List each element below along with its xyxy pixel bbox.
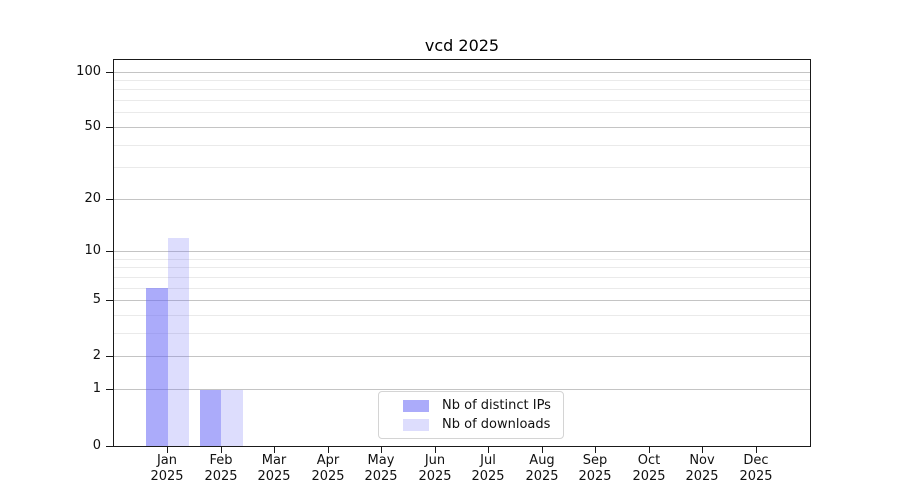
gridline-minor	[114, 259, 810, 260]
legend-item: Nb of distinct IPs	[389, 398, 551, 413]
x-tick-year: 2025	[578, 469, 612, 484]
x-tick-month: Aug	[529, 453, 555, 468]
x-tick-month: Dec	[743, 453, 769, 468]
x-tick-label: Apr 2025	[296, 453, 360, 485]
gridline-minor	[114, 145, 810, 146]
x-tick-label: Jun 2025	[403, 453, 467, 485]
x-tick-label: Oct 2025	[617, 453, 681, 485]
bar-distinct-ips	[146, 288, 168, 446]
legend-label: Nb of distinct IPs	[442, 398, 551, 413]
legend-swatch	[403, 418, 429, 431]
gridline-minor	[114, 167, 810, 168]
x-tick-month: Jul	[480, 453, 496, 468]
x-tick-year: 2025	[257, 469, 291, 484]
y-tick-label: 10	[84, 243, 101, 258]
x-tick-month: Sep	[582, 453, 608, 468]
x-tick-month: Jan	[156, 453, 178, 468]
y-tick-label: 1	[92, 381, 101, 396]
y-tick-mark	[106, 446, 113, 447]
gridline-minor	[114, 89, 810, 90]
y-tick-label: 2	[92, 348, 101, 363]
x-tick-year: 2025	[418, 469, 452, 484]
y-tick-label: 5	[92, 292, 101, 307]
gridline-major	[114, 356, 810, 357]
x-tick-month: May	[367, 453, 395, 468]
x-tick-label: Jul 2025	[456, 453, 520, 485]
gridline-minor	[114, 100, 810, 101]
x-tick-mark	[488, 447, 489, 453]
x-tick-mark	[542, 447, 543, 453]
x-tick-label: Mar 2025	[242, 453, 306, 485]
x-tick-month: Feb	[209, 453, 233, 468]
legend: Nb of distinct IPs Nb of downloads	[378, 391, 564, 439]
bar-distinct-ips	[199, 389, 222, 446]
gridline-minor	[114, 267, 810, 268]
gridline-major	[114, 127, 810, 128]
x-tick-mark	[702, 447, 703, 453]
x-tick-label: Dec 2025	[724, 453, 788, 485]
legend-label: Nb of downloads	[442, 417, 551, 432]
gridline-major	[114, 251, 810, 252]
gridline-minor	[114, 288, 810, 289]
x-tick-mark	[595, 447, 596, 453]
x-tick-mark	[328, 447, 329, 453]
x-tick-mark	[756, 447, 757, 453]
bar-downloads	[221, 389, 243, 446]
x-tick-label: Jan 2025	[135, 453, 199, 485]
y-tick-mark	[106, 127, 113, 128]
y-tick-label: 100	[76, 64, 101, 79]
bar-downloads	[167, 238, 189, 446]
x-tick-year: 2025	[471, 469, 505, 484]
gridline-minor	[114, 315, 810, 316]
x-tick-mark	[649, 447, 650, 453]
x-tick-month: Mar	[261, 453, 287, 468]
x-tick-year: 2025	[525, 469, 559, 484]
gridline-minor	[114, 80, 810, 81]
y-tick-mark	[106, 389, 113, 390]
x-tick-label: May 2025	[349, 453, 413, 485]
chart-title: vcd 2025	[424, 36, 500, 55]
x-tick-mark	[274, 447, 275, 453]
x-tick-label: Sep 2025	[563, 453, 627, 485]
legend-swatch	[403, 399, 429, 412]
y-tick-label: 50	[84, 119, 101, 134]
x-tick-year: 2025	[739, 469, 773, 484]
x-tick-month: Jun	[424, 453, 446, 468]
x-tick-label: Feb 2025	[189, 453, 253, 485]
x-tick-month: Nov	[689, 453, 715, 468]
x-tick-year: 2025	[204, 469, 238, 484]
y-tick-mark	[106, 199, 113, 200]
x-tick-label: Nov 2025	[670, 453, 734, 485]
x-tick-month: Oct	[637, 453, 661, 468]
plot-area: Nb of distinct IPs Nb of downloads	[113, 59, 811, 447]
legend-item: Nb of downloads	[389, 417, 551, 432]
gridline-major	[114, 300, 810, 301]
x-tick-mark	[381, 447, 382, 453]
y-tick-mark	[106, 300, 113, 301]
y-tick-label: 0	[92, 438, 101, 453]
x-tick-month: Apr	[316, 453, 340, 468]
gridline-minor	[114, 112, 810, 113]
y-tick-label: 20	[84, 191, 101, 206]
gridline-minor	[114, 333, 810, 334]
gridline-major	[114, 389, 810, 390]
gridline-major	[114, 199, 810, 200]
y-tick-mark	[106, 251, 113, 252]
x-tick-year: 2025	[364, 469, 398, 484]
x-tick-label: Aug 2025	[510, 453, 574, 485]
x-tick-mark	[435, 447, 436, 453]
x-tick-mark	[221, 447, 222, 453]
gridline-major	[114, 72, 810, 73]
x-tick-mark	[167, 447, 168, 453]
y-tick-mark	[106, 356, 113, 357]
gridline-minor	[114, 277, 810, 278]
x-tick-year: 2025	[632, 469, 666, 484]
x-tick-year: 2025	[685, 469, 719, 484]
x-tick-year: 2025	[150, 469, 184, 484]
y-tick-mark	[106, 72, 113, 73]
x-tick-year: 2025	[311, 469, 345, 484]
